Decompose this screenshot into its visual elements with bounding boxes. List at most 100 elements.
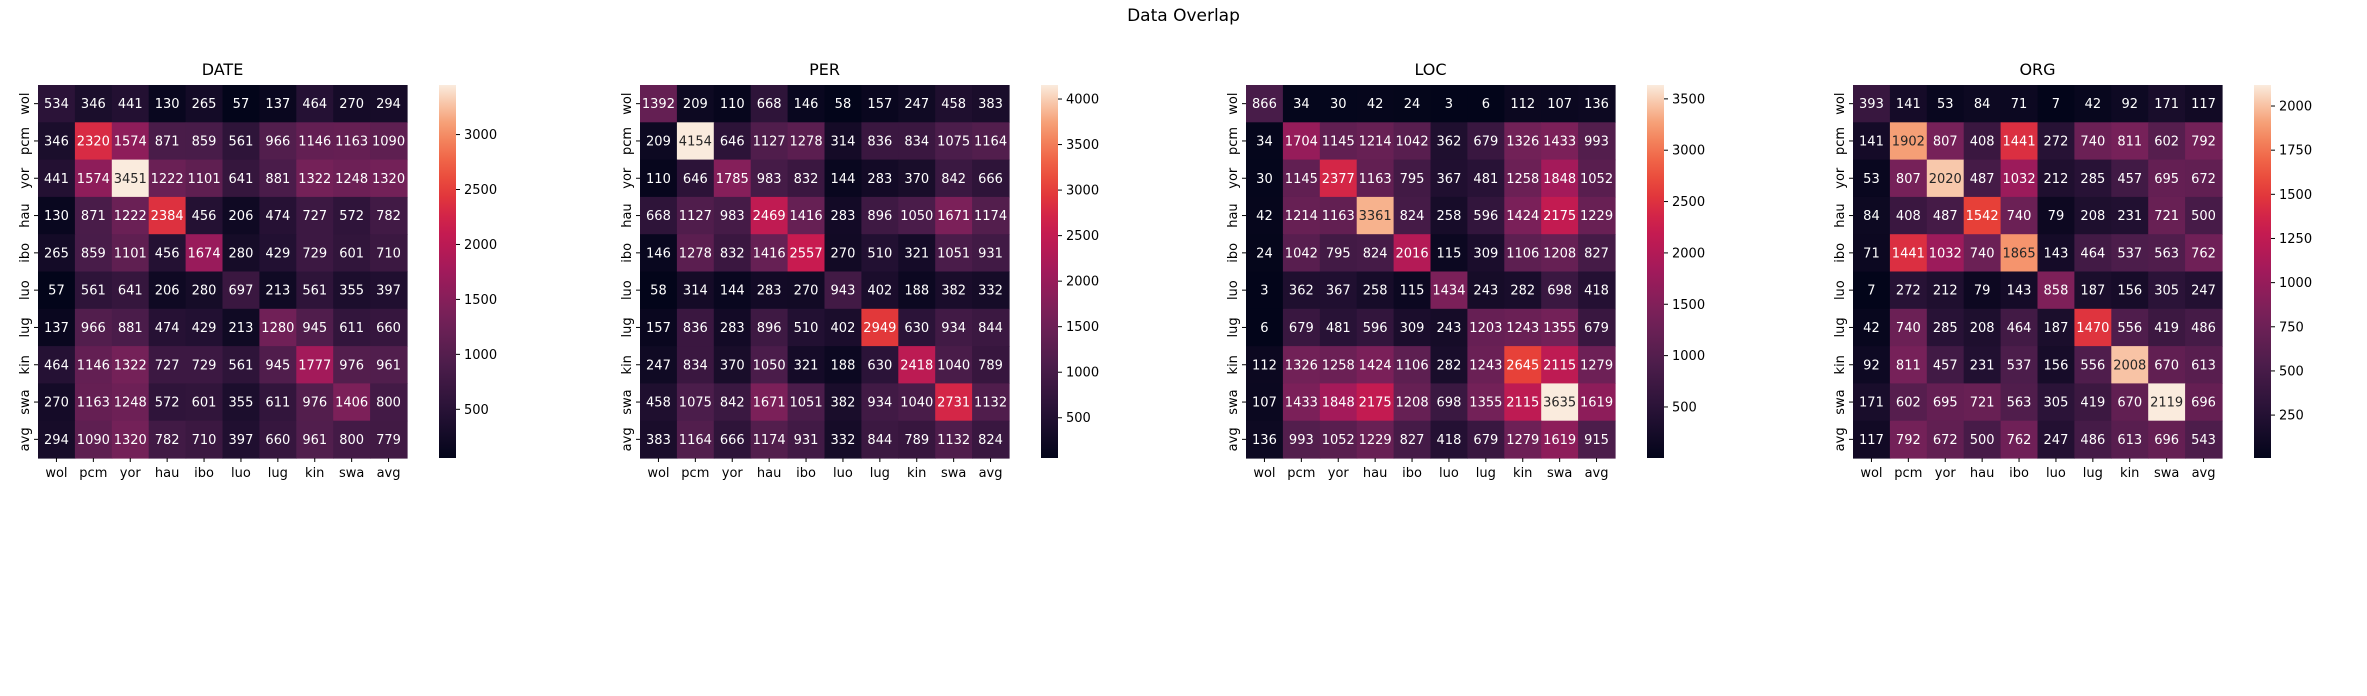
cell-value: 1433	[1543, 134, 1576, 149]
heatmap-cell	[1467, 308, 1505, 347]
cell-value: 57	[48, 284, 65, 299]
heatmap-cell	[1430, 85, 1468, 123]
heatmap-cell	[259, 271, 297, 310]
heatmap-cell	[1963, 122, 2002, 161]
cell-value: 213	[229, 321, 254, 336]
cell-value: 247	[904, 97, 929, 112]
x-tick-label: ibo	[194, 466, 214, 481]
cell-value: 285	[1933, 321, 1958, 336]
heatmap-cell	[750, 159, 789, 198]
heatmap-cell	[1356, 420, 1395, 459]
cell-value: 110	[646, 172, 671, 187]
x-tick-label: luo	[1439, 466, 1459, 481]
heatmap-cell	[676, 383, 715, 422]
heatmap-cell	[38, 271, 76, 310]
heatmap-cell	[750, 85, 789, 123]
cell-value: 474	[265, 209, 290, 224]
cell-value: 144	[831, 172, 856, 187]
cell-value: 112	[1510, 97, 1535, 112]
heatmap-cell	[861, 346, 899, 384]
x-tick-label: luo	[833, 466, 853, 481]
cell-value: 1320	[114, 433, 147, 448]
x-tick-label: lug	[1476, 466, 1496, 481]
cell-value: 1051	[790, 396, 823, 411]
cell-value: 137	[265, 97, 290, 112]
heatmap-cell	[1541, 196, 1579, 235]
cell-value: 961	[302, 433, 327, 448]
heatmap-cell	[861, 420, 899, 459]
cell-value: 1777	[298, 358, 331, 373]
heatmap-cell	[74, 271, 113, 310]
heatmap-cell	[1467, 196, 1505, 235]
cell-value: 1424	[1506, 209, 1539, 224]
heatmap-cell	[1393, 122, 1432, 161]
heatmap-cell	[1926, 196, 1965, 235]
cell-value: 1203	[1469, 321, 1502, 336]
y-tick-label: pcm	[18, 127, 33, 155]
heatmap-cell	[74, 308, 113, 347]
cell-value: 346	[81, 97, 106, 112]
cell-value: 1355	[1543, 321, 1576, 336]
cell-value: 146	[794, 97, 819, 112]
cell-value: 1101	[188, 172, 221, 187]
heatmap-cell	[1889, 271, 1928, 310]
heatmap-cell	[2185, 159, 2223, 198]
cell-value: 710	[192, 433, 217, 448]
heatmap-cell	[787, 122, 826, 161]
heatmap-cell	[1246, 308, 1284, 347]
heatmap-cell	[861, 85, 899, 123]
cell-value: 2377	[1322, 172, 1355, 187]
colorbar-tick-label: 500	[1066, 411, 1091, 426]
cell-value: 795	[1400, 172, 1425, 187]
x-tick-label: kin	[2120, 466, 2139, 481]
heatmap-cell	[1467, 420, 1505, 459]
cell-value: 2731	[937, 396, 970, 411]
cell-value: 355	[229, 396, 254, 411]
heatmap-cell	[185, 122, 224, 161]
heatmap-cell	[259, 159, 297, 198]
heatmap-cell	[1504, 159, 1542, 198]
cell-value: 367	[1437, 172, 1462, 187]
heatmap-cell	[259, 420, 297, 459]
cell-value: 1032	[2003, 172, 2036, 187]
cell-value: 171	[1859, 396, 1884, 411]
heatmap-cell	[1853, 159, 1891, 198]
heatmap-cell	[2037, 196, 2075, 235]
x-tick-label: yor	[722, 466, 744, 481]
cell-value: 458	[646, 396, 671, 411]
y-tick-label: yor	[1833, 167, 1848, 189]
heatmap-cell	[824, 383, 862, 422]
y-tick-label: luo	[1226, 280, 1241, 300]
heatmap-cell	[935, 85, 973, 123]
heatmap-cell	[2185, 271, 2223, 310]
heatmap-cell	[972, 196, 1010, 235]
heatmap-cell	[1319, 346, 1358, 384]
heatmap-cell	[1504, 196, 1542, 235]
cell-value: 500	[1970, 433, 1995, 448]
heatmap-cell	[935, 196, 973, 235]
heatmap-cell	[111, 196, 150, 235]
y-tick-label: luo	[620, 280, 635, 300]
colorbar-tick-label: 1000	[1066, 366, 1099, 381]
cell-value: 265	[192, 97, 217, 112]
heatmap-cell	[2000, 85, 2039, 123]
cell-value: 1326	[1285, 358, 1318, 373]
cell-value: 141	[1859, 134, 1884, 149]
cell-value: 945	[265, 358, 290, 373]
heatmap-cell	[1963, 271, 2002, 310]
cell-value: 1434	[1432, 284, 1465, 299]
cell-value: 115	[1400, 284, 1425, 299]
heatmap-cell	[2111, 85, 2149, 123]
heatmap-cell	[1889, 85, 1928, 123]
cell-value: 1619	[1580, 396, 1613, 411]
heatmap-cell	[1467, 383, 1505, 422]
heatmap-cell	[1926, 383, 1965, 422]
cell-value: 1214	[1285, 209, 1318, 224]
heatmap-cell	[2111, 271, 2149, 310]
heatmap-cell	[898, 308, 936, 347]
cell-value: 157	[646, 321, 671, 336]
heatmap-cell	[2000, 346, 2039, 384]
cell-value: 934	[941, 321, 966, 336]
x-tick-label: ibo	[796, 466, 816, 481]
cell-value: 563	[2007, 396, 2032, 411]
